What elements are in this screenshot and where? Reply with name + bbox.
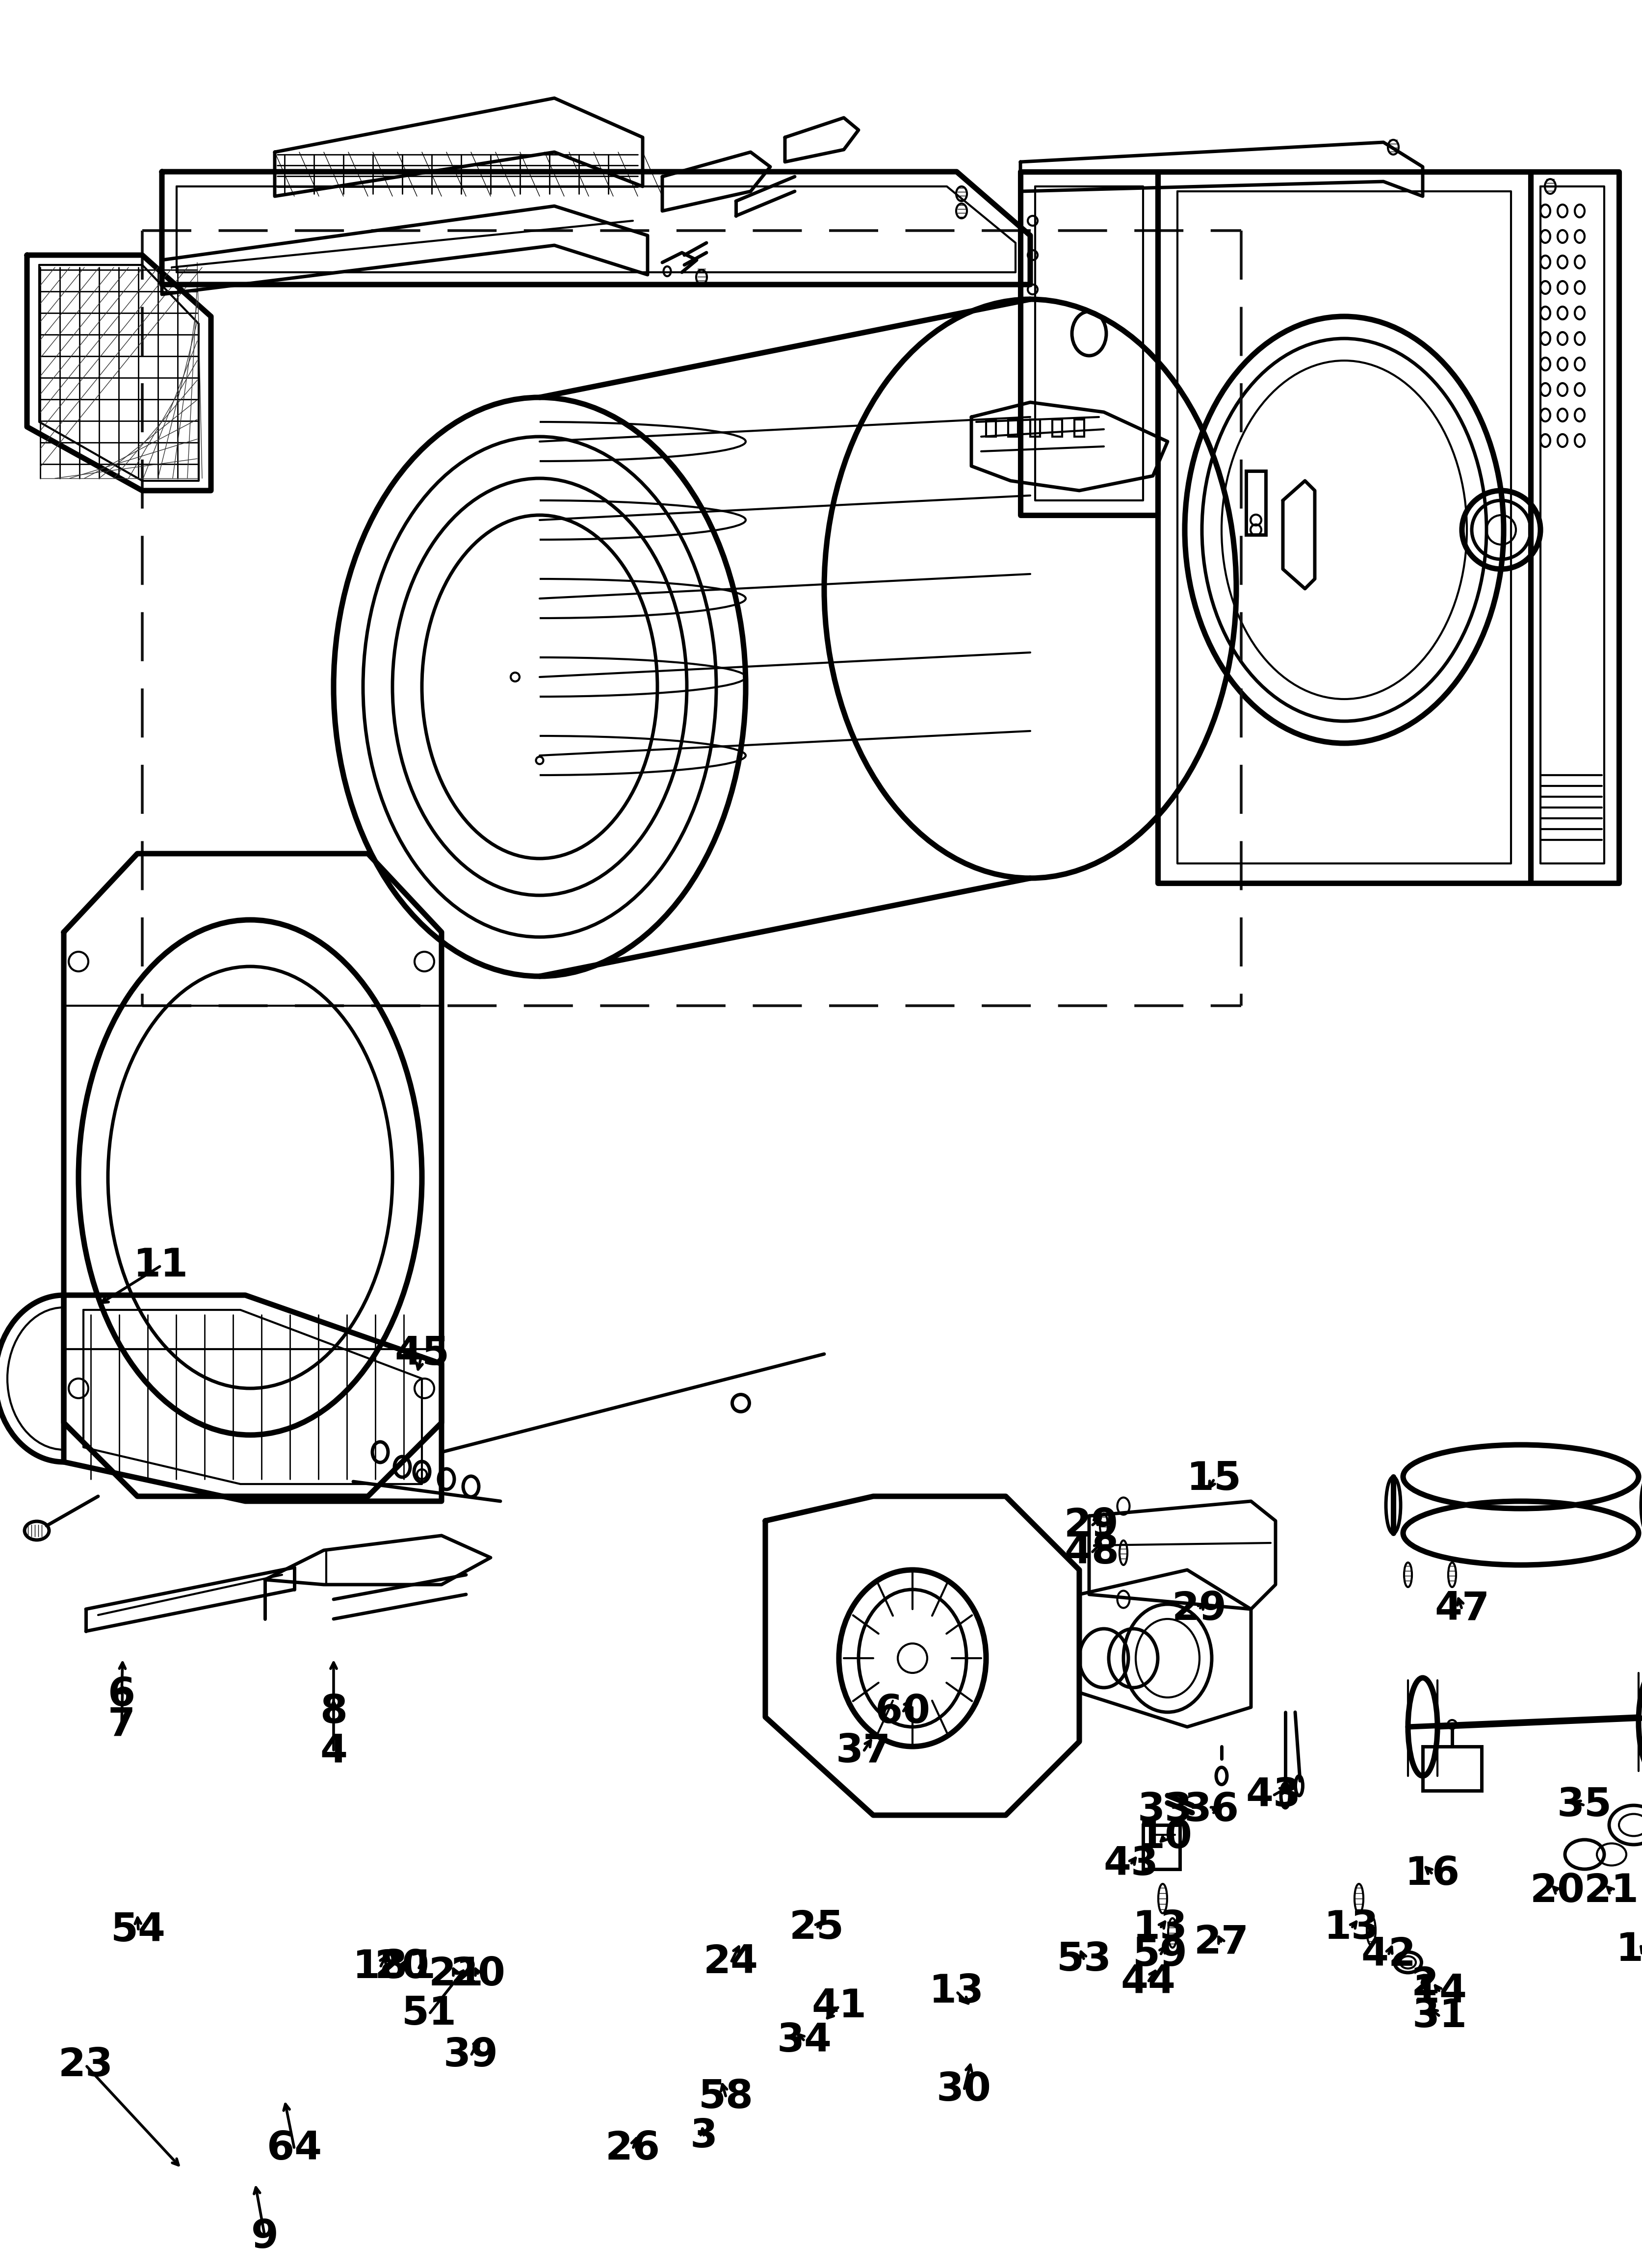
Text: 26: 26 — [606, 2130, 660, 2168]
Text: 17: 17 — [1616, 1930, 1642, 1969]
Text: 25: 25 — [790, 1910, 844, 1948]
Text: 33: 33 — [1138, 1792, 1192, 1830]
Bar — [1053, 420, 1062, 438]
Bar — [1030, 420, 1039, 438]
Text: 23: 23 — [59, 2046, 113, 2084]
Text: 20: 20 — [1530, 1871, 1585, 1910]
Text: 27: 27 — [1194, 1923, 1248, 1962]
Text: 16: 16 — [1404, 1855, 1460, 1894]
Text: 58: 58 — [698, 2077, 754, 2116]
Bar — [1143, 1826, 1179, 1869]
Text: 4: 4 — [320, 1733, 346, 1771]
Text: 13: 13 — [1323, 1910, 1379, 1948]
Text: 59: 59 — [1133, 1937, 1187, 1973]
Text: 13: 13 — [1133, 1910, 1187, 1948]
Text: 6: 6 — [108, 1676, 135, 1715]
Text: 35: 35 — [1557, 1787, 1611, 1823]
Text: 44: 44 — [1120, 1962, 1176, 2000]
Text: 60: 60 — [875, 1692, 929, 1730]
Bar — [1074, 420, 1084, 438]
Text: 45: 45 — [394, 1336, 450, 1372]
Text: 8: 8 — [320, 1692, 346, 1730]
Text: 41: 41 — [811, 1987, 865, 2025]
Text: 54: 54 — [112, 1912, 166, 1950]
Text: 24: 24 — [703, 1944, 759, 1982]
Text: 21: 21 — [429, 1955, 484, 1994]
Text: 9: 9 — [251, 2218, 279, 2257]
Text: 42: 42 — [1361, 1937, 1415, 1973]
Text: 3: 3 — [690, 2118, 718, 2155]
Text: 29: 29 — [1172, 1590, 1227, 1628]
Bar — [1422, 1746, 1481, 1792]
Text: 20: 20 — [374, 1948, 430, 1987]
Text: 21: 21 — [1583, 1871, 1639, 1910]
Bar — [1008, 420, 1018, 438]
Text: 43: 43 — [1245, 1776, 1300, 1814]
Text: 64: 64 — [266, 2130, 322, 2168]
Text: 48: 48 — [1064, 1533, 1118, 1572]
Text: 14: 14 — [1412, 1973, 1466, 2012]
Text: 43: 43 — [1103, 1846, 1158, 1882]
Text: 18: 18 — [353, 1948, 407, 1987]
Text: 13: 13 — [929, 1973, 984, 2012]
Text: 34: 34 — [777, 2021, 832, 2059]
Text: 1: 1 — [409, 1948, 435, 1987]
Text: 29: 29 — [1064, 1506, 1118, 1545]
Text: 7: 7 — [108, 1706, 135, 1744]
Text: 11: 11 — [133, 1247, 189, 1286]
Text: 30: 30 — [936, 2071, 992, 2109]
Text: 53: 53 — [1056, 1941, 1112, 1980]
Text: 2: 2 — [1410, 1966, 1438, 2003]
Text: 47: 47 — [1433, 1590, 1489, 1628]
Text: 37: 37 — [836, 1733, 890, 1771]
Text: 20: 20 — [450, 1955, 506, 1994]
Text: 31: 31 — [1412, 1998, 1466, 2034]
Text: 39: 39 — [443, 2037, 498, 2075]
Bar — [1246, 472, 1266, 535]
Text: 10: 10 — [1138, 1819, 1192, 1857]
Text: 51: 51 — [402, 1996, 456, 2032]
Bar — [985, 420, 995, 438]
Text: 36: 36 — [1184, 1792, 1238, 1830]
Text: 15: 15 — [1187, 1461, 1241, 1499]
